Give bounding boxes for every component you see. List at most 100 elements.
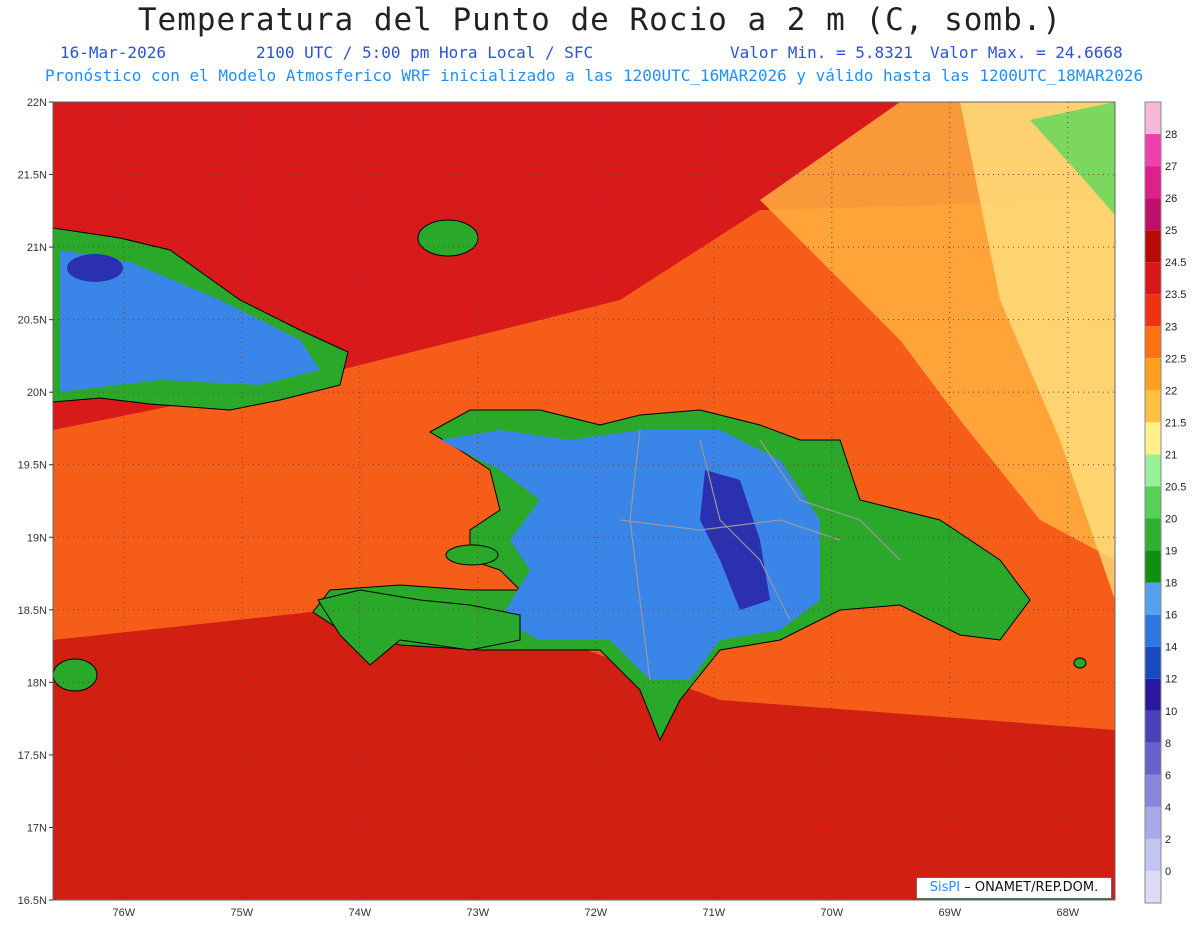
colorbar-swatch — [1145, 774, 1161, 807]
colorbar-frame — [1144, 101, 1162, 904]
cuba-blue-zone — [60, 250, 320, 392]
colorbar-label: 22.5 — [1165, 353, 1186, 365]
colorbar-swatch — [1145, 198, 1161, 231]
lat-tick-label: 19N — [27, 532, 47, 544]
colorbar-label: 26 — [1165, 193, 1177, 205]
colorbar-swatch — [1145, 390, 1161, 423]
colorbar-label: 12 — [1165, 674, 1177, 686]
colorbar-label: 18 — [1165, 578, 1177, 590]
colorbar-label: 8 — [1165, 738, 1171, 750]
province-border — [629, 429, 651, 681]
colorbar-swatch — [1145, 294, 1161, 327]
lat-tick-label: 19.5N — [18, 460, 47, 472]
lat-tick-label: 20.5N — [18, 315, 47, 327]
credit-brand: SisPI — [929, 880, 961, 895]
lon-tick-label: 74W — [348, 907, 371, 919]
colorbar-swatch — [1145, 166, 1161, 199]
lon-tick-label: 68W — [1056, 907, 1079, 919]
colorbar-label: 23.5 — [1165, 289, 1186, 301]
lon-tick-label: 71W — [702, 907, 725, 919]
lat-tick-label: 18N — [27, 677, 47, 689]
lat-tick-label: 17N — [27, 822, 47, 834]
colorbar-label: 19 — [1165, 546, 1177, 558]
colorbar-swatch — [1145, 646, 1161, 679]
colorbar-label: 6 — [1165, 770, 1171, 782]
lon-tick-label: 70W — [820, 907, 843, 919]
colorbar-label: 23 — [1165, 321, 1177, 333]
latitude-axis: 22N 21.5N 21N 20.5N 20N 19.5N 19N 18.5N 18N 17.5N… — [18, 97, 53, 907]
sea-green-patch — [1030, 102, 1115, 215]
colorbar-swatch — [1145, 582, 1161, 615]
lat-tick-label: 22N — [27, 97, 47, 109]
lon-tick-label: 73W — [466, 907, 489, 919]
sea-yellow-band — [960, 102, 1115, 600]
colorbar-label: 16 — [1165, 610, 1177, 622]
colorbar-label: 20.5 — [1165, 481, 1186, 493]
colorbar-label: 22 — [1165, 385, 1177, 397]
colorbar-label: 25 — [1165, 225, 1177, 237]
province-border — [619, 519, 841, 541]
lon-tick-label: 76W — [112, 907, 135, 919]
colorbar-label: 21.5 — [1165, 417, 1186, 429]
lat-tick-label: 21.5N — [18, 170, 47, 182]
colorbar-label: 10 — [1165, 706, 1177, 718]
colorbar-swatch — [1145, 870, 1161, 903]
min-value: Valor Min. = 5.8321 — [730, 43, 914, 62]
inagua-island — [417, 219, 479, 257]
tiburon-peninsula — [317, 589, 521, 666]
colorbar-label: 28 — [1165, 129, 1177, 141]
colorbar-swatch — [1145, 614, 1161, 647]
colorbar-label: 24.5 — [1165, 257, 1186, 269]
mona-island — [1073, 657, 1087, 669]
jamaica-island — [53, 658, 98, 692]
lat-tick-label: 16.5N — [18, 895, 47, 907]
colorbar-label: 14 — [1165, 642, 1177, 654]
credit-box: SisPI – ONAMET/REP.DOM. — [916, 877, 1112, 899]
forecast-date: 16-Mar-2026 — [60, 43, 166, 62]
colorbar-swatch — [1145, 678, 1161, 711]
colorbar-swatch — [1145, 806, 1161, 839]
colorbar-swatch — [1145, 710, 1161, 743]
colorbar-swatch — [1145, 358, 1161, 391]
credit-org: – ONAMET/REP.DOM. — [960, 880, 1099, 895]
colorbar-swatch — [1145, 550, 1161, 583]
colorbar-swatch — [1145, 262, 1161, 295]
colorbar-swatch — [1145, 454, 1161, 487]
forecast-time: 2100 UTC / 5:00 pm Hora Local / SFC — [256, 43, 594, 62]
lat-tick-label: 21N — [27, 242, 47, 254]
colorbar-swatch — [1145, 518, 1161, 551]
colorbar-label: 21 — [1165, 449, 1177, 461]
colorbar-swatch — [1145, 742, 1161, 775]
map-title: Temperatura del Punto de Rocio a 2 m (C,… — [137, 2, 1063, 38]
map-frame — [52, 101, 1116, 901]
colorbar-swatch — [1145, 230, 1161, 263]
colorbar-swatch — [1145, 134, 1161, 167]
province-border — [699, 439, 791, 621]
lon-tick-label: 72W — [584, 907, 607, 919]
colorbar-swatch — [1145, 326, 1161, 359]
colorbar-label: 20 — [1165, 514, 1177, 526]
colorbar-label: 27 — [1165, 161, 1177, 173]
province-border — [759, 439, 901, 561]
lon-tick-label: 69W — [938, 907, 961, 919]
lat-tick-label: 20N — [27, 387, 47, 399]
colorbar-swatch — [1145, 486, 1161, 519]
gonave-island — [445, 544, 499, 566]
graticule — [53, 102, 1115, 900]
cuba-dark-zone — [67, 254, 123, 282]
colorbar-swatch — [1145, 422, 1161, 455]
colorbar-swatch — [1145, 838, 1161, 871]
colorbar-swatch — [1145, 102, 1161, 135]
max-value: Valor Max. = 24.6668 — [930, 43, 1123, 62]
colorbar: 0 2 4 6 8 10 12 14 16 18 19 20 20.5 21 21.5 22 22.5 23 23.… — [1144, 101, 1186, 904]
map-field — [53, 102, 1115, 900]
lon-tick-label: 75W — [230, 907, 253, 919]
colorbar-label: 0 — [1165, 866, 1171, 878]
model-description: Pronóstico con el Modelo Atmosferico WRF… — [45, 66, 1144, 85]
longitude-axis: 76W 75W 74W 73W 72W 71W 70W 69W 68W — [112, 907, 1079, 919]
hispaniola-dark-zone — [700, 470, 770, 610]
lat-tick-label: 18.5N — [18, 605, 47, 617]
lat-tick-label: 17.5N — [18, 750, 47, 762]
colorbar-label: 2 — [1165, 834, 1171, 846]
